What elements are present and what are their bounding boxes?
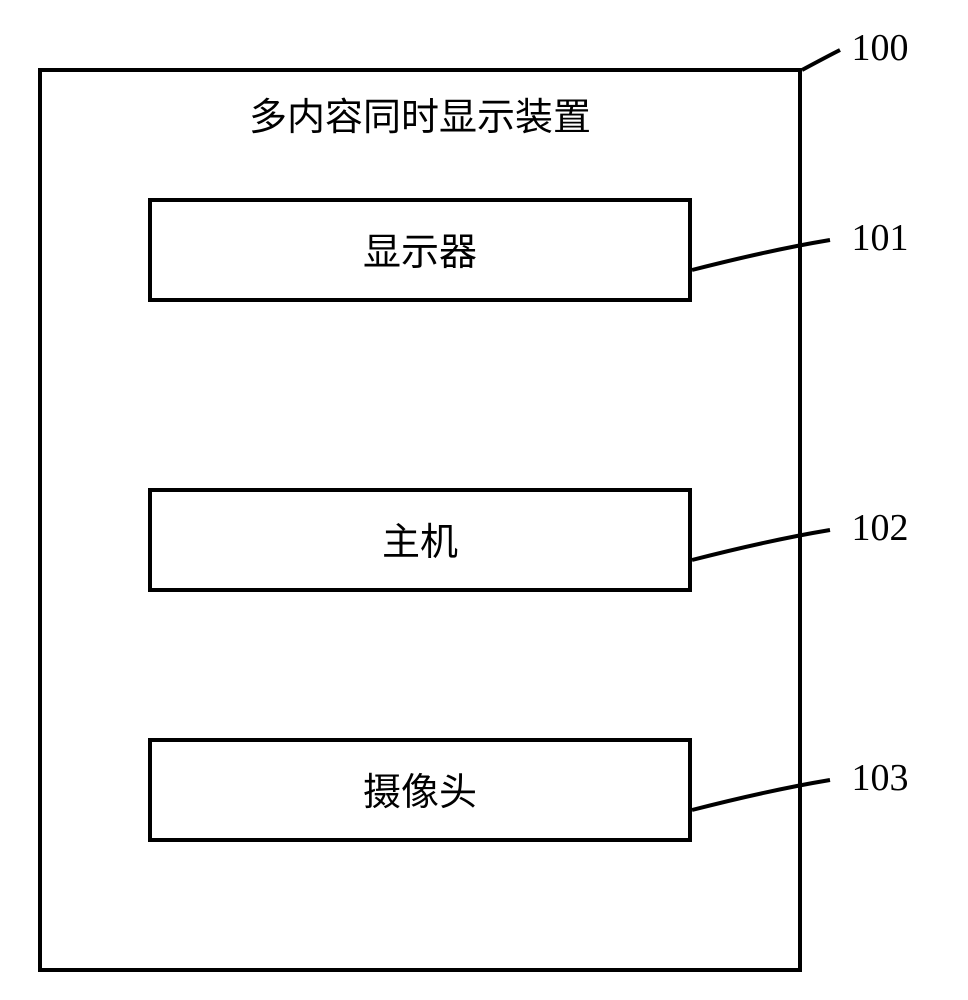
outer-container-title: 多内容同时显示装置 [249, 97, 591, 139]
block-host-callout-label: 102 [852, 507, 909, 549]
blocks-group: 显示器 101 主机 102 摄像头 103 [150, 200, 909, 840]
block-camera-leader [692, 780, 830, 810]
block-host-label: 主机 [382, 522, 458, 564]
block-host-leader [692, 530, 830, 560]
block-diagram: 多内容同时显示装置 100 显示器 101 主机 102 摄像头 103 [0, 0, 968, 1000]
outer-container-box [40, 70, 800, 970]
outer-container-callout-label: 100 [852, 27, 909, 69]
block-display-label: 显示器 [363, 232, 477, 274]
block-camera-callout-label: 103 [852, 757, 909, 799]
block-display-callout-label: 101 [852, 217, 909, 259]
block-display-leader [692, 240, 830, 270]
outer-container-leader [802, 50, 840, 70]
block-camera-label: 摄像头 [363, 772, 477, 814]
